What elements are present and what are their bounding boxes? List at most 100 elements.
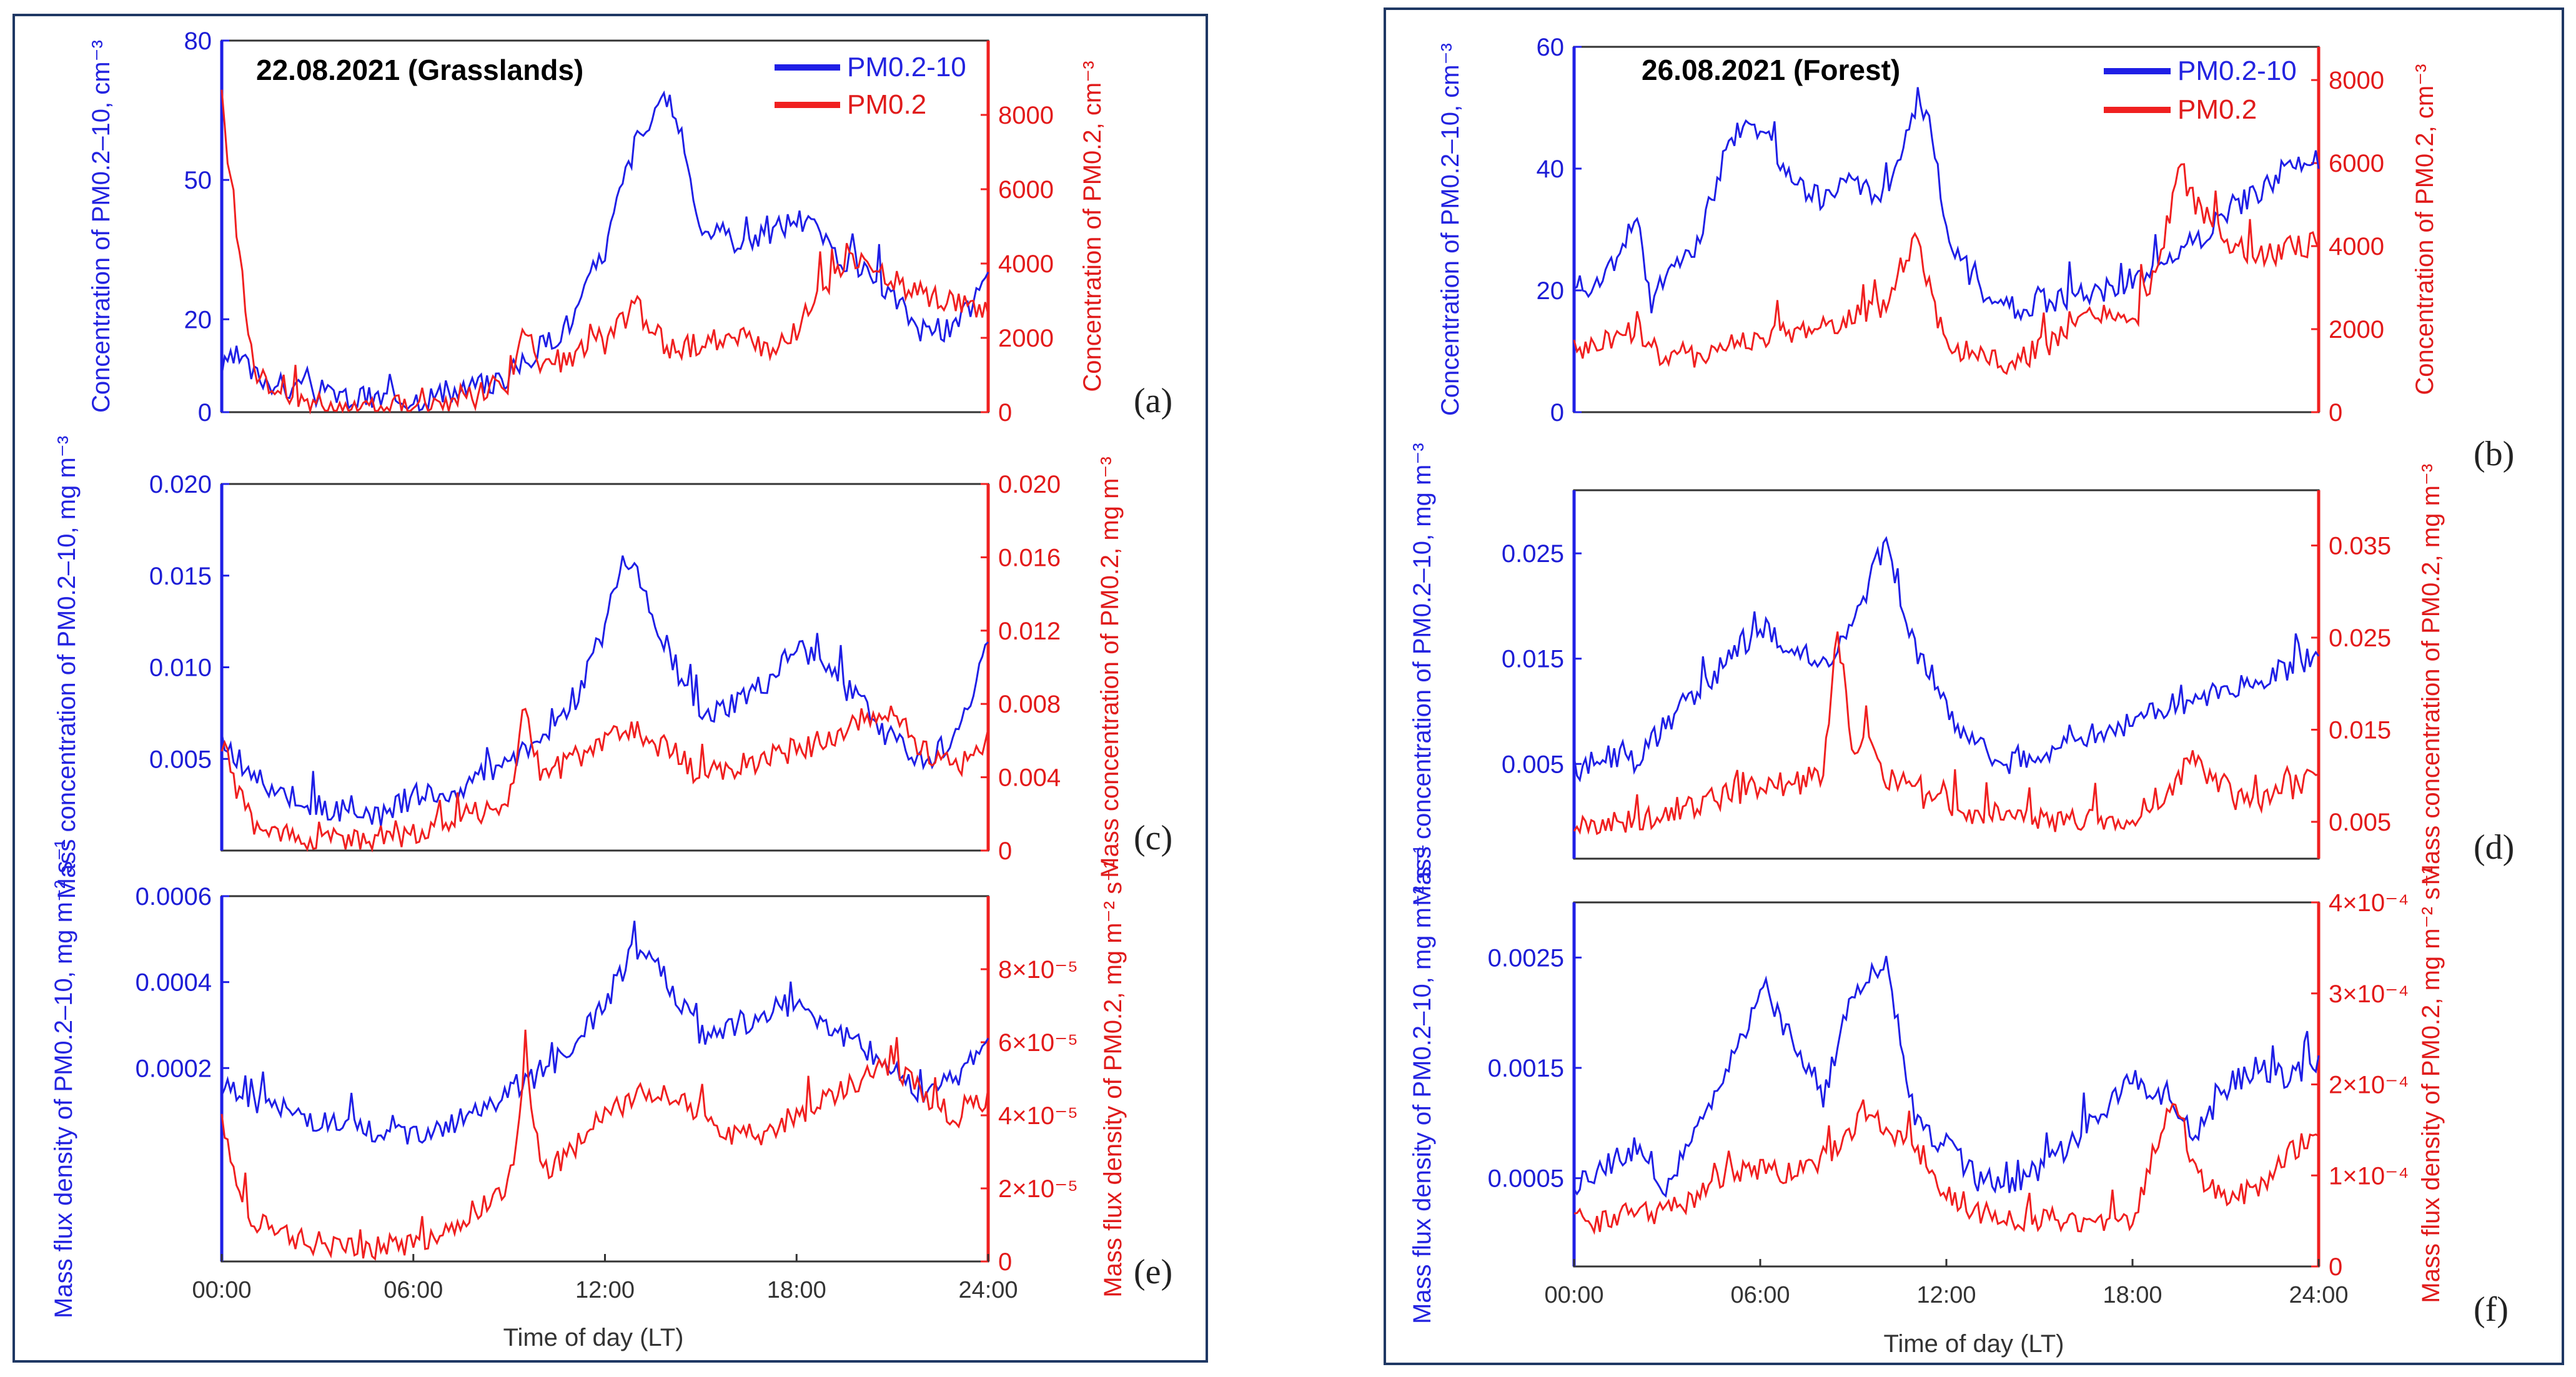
series-line-f-fine (1573, 1099, 2319, 1235)
ylabel-left-c: Mass concentration of PM0.2–10, mg m⁻³ (53, 436, 81, 899)
xtick-label-f-3: 18:00 (2103, 1282, 2162, 1308)
ytick-label-right-a-3: 2000 (998, 325, 1054, 352)
ytick-label-right-e-0: 8×10⁻⁵ (998, 956, 1078, 984)
ytick-label-right-e-1: 6×10⁻⁵ (998, 1029, 1078, 1057)
title-a: 22.08.2021 (Grasslands) (256, 54, 583, 86)
xtick-label-e-0: 00:00 (192, 1277, 251, 1303)
ytick-label-right-e-3: 2×10⁻⁵ (998, 1175, 1078, 1203)
plot-frame-c (220, 483, 989, 852)
ylabel-left-b: Concentration of PM0.2–10, cm⁻³ (1437, 43, 1464, 416)
ytick-label-right-d-3: 0.005 (2329, 809, 2391, 836)
ytick-label-left-b-1: 40 (1537, 155, 1565, 183)
ylabel-left-f: Mass flux density of PM0.2–10, mg m⁻² s⁻… (1409, 845, 1436, 1324)
series-line-c-fine (220, 705, 989, 853)
ytick-label-left-b-3: 0 (1550, 399, 1564, 427)
xtick-label-e-1: 06:00 (384, 1277, 443, 1303)
plot-frame-e (220, 895, 989, 1263)
panel-label-a: (a) (1134, 382, 1172, 420)
ytick-label-left-a-1: 50 (184, 167, 212, 194)
ytick-label-right-c-1: 0.016 (998, 544, 1061, 571)
panel-b: 60 40 20 0 8000 6000 4000 2000 0 Concentration of… (1437, 34, 2439, 427)
ytick-label-right-f-0: 4×10⁻⁴ (2329, 889, 2409, 917)
xtick-label-f-4: 24:00 (2289, 1282, 2348, 1308)
ytick-label-left-d-0: 0.025 (1502, 540, 1564, 568)
ytick-label-right-e-4: 0 (998, 1248, 1012, 1276)
ylabel-right-a: Concentration of PM0.2, cm⁻³ (1079, 61, 1106, 392)
series-line-f-coarse (1573, 955, 2320, 1198)
ytick-label-right-c-2: 0.012 (998, 618, 1061, 645)
xtick-label-e-2: 12:00 (575, 1277, 635, 1303)
series-line-b-coarse (1573, 87, 2320, 322)
ytick-label-right-f-2: 2×10⁻⁴ (2329, 1072, 2409, 1099)
series-line-e-coarse (220, 920, 989, 1145)
right-figure-frame (1384, 7, 2564, 1365)
ytick-label-left-e-1: 0.0004 (136, 969, 212, 997)
ytick-label-right-f-1: 3×10⁻⁴ (2329, 980, 2409, 1008)
ytick-label-left-a-2: 20 (184, 306, 212, 333)
ylabel-left-a: Concentration of PM0.2–10, cm⁻³ (87, 40, 115, 413)
panel-label-f: (f) (2474, 1290, 2509, 1329)
x-axis-label-right: Time of day (LT) (1884, 1330, 2064, 1358)
ytick-label-left-d-1: 0.015 (1502, 646, 1564, 673)
panel-label-d: (d) (2474, 828, 2514, 867)
ytick-label-right-f-4: 0 (2329, 1253, 2342, 1281)
ytick-label-right-f-3: 1×10⁻⁴ (2329, 1162, 2409, 1190)
panel-label-b: (b) (2474, 435, 2514, 473)
ytick-label-right-a-2: 4000 (998, 250, 1054, 278)
ylabel-right-f: Mass flux density of PM0.2, mg m⁻² s⁻¹ (2417, 866, 2445, 1303)
series-line-a-coarse (220, 90, 989, 412)
xtick-label-f-1: 06:00 (1730, 1282, 1790, 1308)
ytick-label-right-b-2: 4000 (2329, 233, 2384, 260)
left-figure-frame (12, 14, 1208, 1363)
ytick-label-left-a-0: 80 (184, 27, 212, 55)
legend-b: PM0.2-10 PM0.2 (2104, 56, 2297, 125)
ytick-label-left-a-3: 0 (198, 399, 212, 427)
panel-label-c: (c) (1134, 819, 1172, 857)
ytick-label-right-a-0: 8000 (998, 102, 1054, 129)
panel-label-e: (e) (1134, 1253, 1172, 1291)
series-line-a-fine (220, 89, 989, 415)
series-line-d-coarse (1573, 536, 2320, 782)
xtick-label-e-3: 18:00 (767, 1277, 826, 1303)
ylabel-left-e: Mass flux density of PM0.2–10, mg m⁻² s⁻… (50, 839, 77, 1318)
legend-label-coarse-a: PM0.2-10 (847, 52, 966, 82)
panel-a: 80 50 20 0 8000 6000 4000 2000 0 Concentration of… (87, 27, 1106, 427)
ytick-label-left-e-2: 0.0002 (136, 1055, 212, 1082)
series-line-b-fine (1573, 163, 2320, 375)
ytick-label-left-d-2: 0.005 (1502, 751, 1564, 778)
xtick-label-f-2: 12:00 (1916, 1282, 1976, 1308)
panel-c: 0.020 0.015 0.010 0.005 0.020 0.016 0.012 0.008… (53, 436, 1124, 899)
series-line-e-fine (220, 1029, 989, 1261)
ytick-label-right-a-4: 0 (998, 399, 1012, 427)
ytick-label-right-b-0: 8000 (2329, 67, 2384, 94)
legend-a: PM0.2-10 PM0.2 (775, 52, 966, 120)
ytick-label-left-c-2: 0.010 (149, 654, 212, 682)
ytick-label-left-b-0: 60 (1537, 34, 1565, 61)
ytick-label-right-c-5: 0 (998, 837, 1012, 865)
panel-e: 0.0006 0.0004 0.0002 8×10⁻⁵ 6×10⁻⁵ 4×10⁻⁵ 2×10… (50, 839, 1127, 1318)
ytick-label-right-b-3: 2000 (2329, 316, 2384, 343)
xtick-label-f-0: 00:00 (1544, 1282, 1603, 1308)
legend-label-coarse-b: PM0.2-10 (2177, 56, 2297, 86)
ytick-label-right-d-0: 0.035 (2329, 533, 2391, 560)
ytick-label-right-a-1: 6000 (998, 176, 1054, 204)
ylabel-right-e: Mass flux density of PM0.2, mg m⁻² s⁻¹ (1099, 860, 1127, 1297)
legend-label-fine-b: PM0.2 (2177, 94, 2257, 125)
xtick-label-e-4: 24:00 (958, 1277, 1018, 1303)
ylabel-right-b: Concentration of PM0.2, cm⁻³ (2411, 64, 2439, 395)
x-axis-label-left: Time of day (LT) (503, 1324, 684, 1351)
ytick-label-right-d-1: 0.025 (2329, 624, 2391, 652)
ytick-label-right-b-4: 0 (2329, 399, 2342, 427)
panel-f: 0.0025 0.0015 0.0005 4×10⁻⁴ 3×10⁻⁴ 2×10⁻⁴ 1×10… (1409, 845, 2445, 1324)
title-b: 26.08.2021 (Forest) (1642, 54, 1900, 86)
ytick-label-right-c-3: 0.008 (998, 691, 1061, 718)
legend-label-fine-a: PM0.2 (847, 89, 926, 120)
ylabel-left-d: Mass concentration of PM0.2–10, mg m⁻³ (1409, 443, 1436, 906)
panel-d: 0.025 0.015 0.005 0.035 0.025 0.015 0.005 Mass … (1409, 443, 2445, 906)
ytick-label-left-e-0: 0.0006 (136, 883, 212, 911)
series-line-c-coarse (220, 555, 989, 827)
ytick-label-left-c-3: 0.005 (149, 746, 212, 773)
ytick-label-right-c-4: 0.004 (998, 764, 1061, 792)
ytick-label-left-f-0: 0.0025 (1488, 944, 1564, 972)
